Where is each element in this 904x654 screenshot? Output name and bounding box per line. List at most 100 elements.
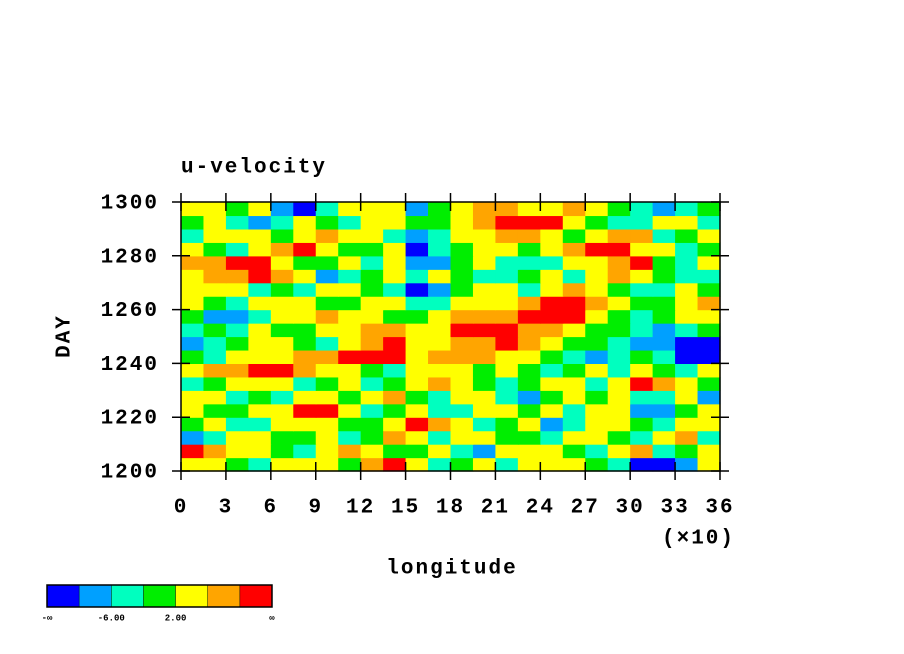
heat-cell: [540, 228, 564, 243]
heat-cell: [248, 228, 272, 243]
heat-cell: [181, 336, 205, 351]
heat-cell: [248, 376, 272, 391]
heat-cell: [652, 444, 676, 459]
heat-cell: [517, 403, 541, 418]
heat-cell: [472, 417, 497, 432]
heat-cell: [450, 457, 474, 472]
heat-cell: [293, 202, 317, 217]
heat-cell: [248, 336, 272, 351]
heat-cell: [338, 296, 362, 311]
heat-cell: [428, 444, 452, 459]
heat-cell: [270, 228, 294, 243]
heat-cell: [495, 228, 519, 243]
heat-cell: [472, 215, 497, 230]
heat-cell: [472, 228, 497, 243]
heat-cell: [383, 296, 407, 311]
heat-cell: [315, 417, 339, 432]
heat-cell: [607, 255, 631, 270]
heat-cell: [450, 336, 474, 351]
heat-cell: [338, 403, 362, 418]
heat-cell: [630, 228, 654, 243]
heat-cell: [248, 296, 272, 311]
heat-cell: [697, 349, 721, 364]
heat-cell: [428, 417, 452, 432]
x-tick-label: 18: [436, 497, 465, 520]
heat-cell: [383, 215, 407, 230]
heat-cell: [450, 309, 474, 324]
heat-cell: [472, 403, 497, 418]
heat-cell: [472, 430, 497, 445]
heat-cell: [293, 376, 317, 391]
heat-cell: [607, 444, 631, 459]
heat-cell: [428, 376, 452, 391]
heat-cell: [225, 403, 249, 418]
heat-cell: [607, 242, 631, 257]
heat-cell: [562, 215, 586, 230]
heat-cell: [517, 363, 541, 378]
heat-cell: [675, 255, 699, 270]
heat-cell: [405, 228, 429, 243]
heat-cell: [203, 403, 227, 418]
heat-cell: [338, 228, 362, 243]
heat-cell: [181, 430, 205, 445]
heat-cell: [383, 336, 407, 351]
heat-cell: [697, 403, 721, 418]
heat-cell: [472, 282, 497, 297]
heat-cell: [383, 457, 407, 472]
heat-cell: [181, 228, 205, 243]
heat-cell: [203, 242, 227, 257]
heat-cell: [181, 309, 205, 324]
heat-cell: [607, 336, 631, 351]
heat-cell: [315, 309, 339, 324]
heat-cell: [652, 282, 676, 297]
heat-cell: [630, 457, 654, 472]
heat-cell: [225, 282, 249, 297]
heat-cell: [652, 309, 676, 324]
heat-cell: [675, 282, 699, 297]
heat-cell: [428, 215, 452, 230]
heat-cell: [181, 215, 205, 230]
heat-cell: [293, 215, 317, 230]
x-tick-label: 3: [219, 497, 234, 520]
heat-cell: [472, 390, 497, 405]
heat-cell: [338, 417, 362, 432]
heat-cell: [428, 309, 452, 324]
heat-cell: [585, 269, 609, 284]
heat-cell: [675, 349, 699, 364]
x-tick-label: 24: [526, 497, 555, 520]
heat-cell: [675, 363, 699, 378]
heat-cell: [225, 323, 249, 338]
heat-cell: [495, 376, 519, 391]
heat-cell: [675, 403, 699, 418]
heat-cell: [517, 376, 541, 391]
y-tick-label: 1280: [101, 246, 159, 269]
heat-cell: [181, 457, 205, 472]
heat-cell: [540, 323, 564, 338]
heat-cell: [517, 269, 541, 284]
heat-cell: [248, 417, 272, 432]
heat-cell: [652, 323, 676, 338]
heat-cell: [203, 309, 227, 324]
heat-cell: [225, 255, 249, 270]
heat-cell: [315, 269, 339, 284]
heat-cell: [383, 376, 407, 391]
heat-cell: [203, 430, 227, 445]
heat-cell: [248, 363, 272, 378]
heat-cell: [472, 323, 497, 338]
heat-cell: [652, 363, 676, 378]
heat-cell: [562, 202, 586, 217]
heat-cell: [270, 349, 294, 364]
y-tick-label: 1300: [101, 193, 159, 216]
heat-cell: [517, 349, 541, 364]
heat-cell: [225, 349, 249, 364]
x-tick-label: 27: [571, 497, 600, 520]
heat-cell: [540, 282, 564, 297]
heat-cell: [360, 417, 384, 432]
heat-cell: [248, 215, 272, 230]
heat-cell: [585, 417, 609, 432]
heat-cell: [383, 282, 407, 297]
heat-cell: [697, 390, 721, 405]
heat-cell: [203, 376, 227, 391]
heat-cell: [248, 457, 272, 472]
heat-cell: [517, 390, 541, 405]
